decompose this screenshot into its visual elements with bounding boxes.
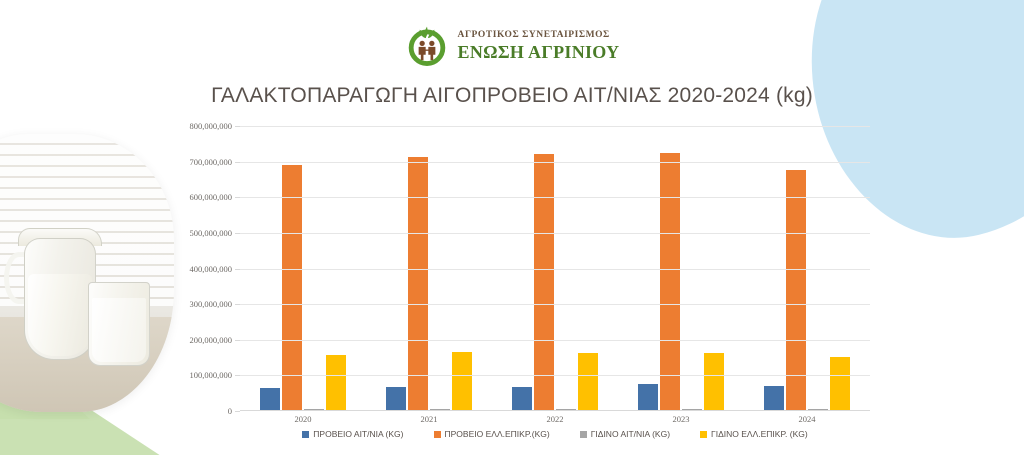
bar[interactable] bbox=[260, 387, 280, 410]
gridline bbox=[240, 304, 870, 306]
bar[interactable] bbox=[764, 386, 784, 410]
bar[interactable] bbox=[408, 157, 428, 410]
milk-glass-icon bbox=[88, 282, 150, 366]
legend-label: ΠΡΟΒΕΙΟ ΑΙΤ/ΝΙΑ (KG) bbox=[313, 429, 404, 439]
y-axis-tick bbox=[235, 411, 240, 412]
legend-swatch-icon bbox=[302, 430, 310, 438]
pitcher-milk-fill bbox=[28, 274, 92, 356]
y-axis-tick bbox=[235, 268, 240, 270]
brand-logo: ΑΓΡΟΤΙΚΟΣ ΣΥΝΕΤΑΙΡΙΣΜΟΣ ΕΝΩΣΗ ΑΓΡΙΝΙΟΥ bbox=[0, 24, 1024, 68]
gridline bbox=[240, 232, 870, 234]
y-tick-label: 500,000,000 bbox=[189, 227, 233, 238]
bar-group bbox=[240, 126, 366, 410]
bar[interactable] bbox=[430, 408, 450, 410]
gridline bbox=[240, 197, 870, 199]
page-title: ΓΑΛΑΚΤΟΠΑΡΑΓΩΓΗ ΑΙΓΟΠΡΟΒΕΙΟ ΑΙΤ/ΝΙΑΣ 202… bbox=[211, 84, 813, 107]
bar-group bbox=[366, 126, 492, 410]
y-axis-tick bbox=[235, 126, 240, 127]
gridline bbox=[240, 161, 870, 163]
y-tick-label: 0 bbox=[227, 406, 232, 416]
gridline bbox=[240, 339, 870, 341]
logo-line-2: ΕΝΩΣΗ ΑΓΡΙΝΙΟΥ bbox=[457, 42, 620, 63]
y-axis-tick bbox=[235, 232, 240, 234]
plot-area bbox=[235, 126, 870, 412]
y-axis-tick bbox=[235, 304, 240, 306]
bar-group bbox=[492, 126, 618, 410]
y-tick-label: 600,000,000 bbox=[189, 192, 233, 203]
legend-swatch-icon bbox=[579, 430, 587, 438]
bar[interactable] bbox=[304, 408, 324, 410]
gridline bbox=[240, 375, 870, 377]
bar[interactable] bbox=[808, 408, 828, 410]
x-tick-label: 2023 bbox=[672, 414, 690, 424]
gridline bbox=[240, 126, 870, 127]
bar[interactable] bbox=[386, 387, 406, 410]
legend-item[interactable]: ΠΡΟΒΕΙΟ ΑΙΤ/ΝΙΑ (KG) bbox=[302, 429, 404, 439]
bar[interactable] bbox=[512, 386, 532, 410]
bar-groups bbox=[240, 126, 870, 410]
bar[interactable] bbox=[660, 152, 680, 410]
legend-label: ΠΡΟΒΕΙΟ ΕΛΛ.ΕΠΙΚΡ.(KG) bbox=[444, 429, 550, 439]
legend-swatch-icon bbox=[700, 430, 708, 438]
legend-label: ΓΙΔΙΝΟ ΑΙΤ/ΝΙΑ (KG) bbox=[590, 429, 671, 439]
bar[interactable] bbox=[704, 353, 724, 410]
bar-group bbox=[744, 126, 870, 410]
logo-line-1: ΑΓΡΟΤΙΚΟΣ ΣΥΝΕΤΑΙΡΙΣΜΟΣ bbox=[457, 29, 610, 40]
y-axis-tick bbox=[235, 197, 240, 199]
bar[interactable] bbox=[282, 164, 302, 410]
y-tick-label: 800,000,000 bbox=[189, 121, 233, 131]
y-axis-tick bbox=[235, 161, 240, 163]
x-tick-label: 2022 bbox=[546, 414, 564, 424]
bar[interactable] bbox=[830, 356, 850, 410]
bar[interactable] bbox=[326, 354, 346, 410]
legend-swatch-icon bbox=[433, 430, 441, 438]
bar[interactable] bbox=[638, 384, 658, 410]
y-tick-label: 100,000,000 bbox=[189, 370, 233, 381]
bar[interactable] bbox=[682, 408, 702, 410]
y-axis-tick bbox=[235, 375, 240, 377]
bar[interactable] bbox=[578, 353, 598, 410]
glass-milk-fill bbox=[92, 298, 146, 362]
logo-wordmark: ΑΓΡΟΤΙΚΟΣ ΣΥΝΕΤΑΙΡΙΣΜΟΣ ΕΝΩΣΗ ΑΓΡΙΝΙΟΥ bbox=[457, 29, 620, 63]
y-tick-label: 700,000,000 bbox=[189, 156, 233, 167]
legend-item[interactable]: ΓΙΔΙΝΟ ΑΙΤ/ΝΙΑ (KG) bbox=[579, 429, 671, 439]
y-tick-label: 300,000,000 bbox=[189, 299, 233, 310]
bar[interactable] bbox=[452, 351, 472, 410]
y-axis-labels: 0 100,000,000 200,000,000 300,000,000 400,00… bbox=[178, 121, 238, 416]
x-tick-label: 2020 bbox=[294, 414, 312, 424]
chart-legend: ΠΡΟΒΕΙΟ ΑΙΤ/ΝΙΑ (KG) ΠΡΟΒΕΙΟ ΕΛΛ.ΕΠΙΚΡ.(K… bbox=[240, 429, 870, 439]
legend-item[interactable]: ΓΙΔΙΝΟ ΕΛΛ.ΕΠΙΚΡ. (KG) bbox=[700, 429, 808, 439]
legend-item[interactable]: ΠΡΟΒΕΙΟ ΕΛΛ.ΕΠΙΚΡ.(KG) bbox=[433, 429, 550, 439]
bar-group bbox=[618, 126, 744, 410]
y-tick-label: 400,000,000 bbox=[189, 263, 233, 274]
y-axis-tick bbox=[235, 339, 240, 341]
bar[interactable] bbox=[556, 408, 576, 410]
y-tick-label: 200,000,000 bbox=[189, 334, 233, 345]
milk-pitcher-icon bbox=[24, 238, 96, 360]
gridline bbox=[240, 268, 870, 270]
x-tick-label: 2024 bbox=[798, 414, 816, 424]
x-tick-label: 2021 bbox=[420, 414, 438, 424]
milk-photo bbox=[0, 134, 174, 412]
bar-chart: 0 100,000,000 200,000,000 300,000,000 400,00… bbox=[178, 121, 870, 439]
bar[interactable] bbox=[786, 169, 806, 410]
farmers-circle-emblem-icon bbox=[405, 24, 449, 68]
legend-label: ΓΙΔΙΝΟ ΕΛΛ.ΕΠΙΚΡ. (KG) bbox=[711, 429, 808, 439]
x-axis-labels: 2020 2021 2022 2023 2024 bbox=[240, 414, 870, 424]
bar[interactable] bbox=[534, 154, 554, 410]
